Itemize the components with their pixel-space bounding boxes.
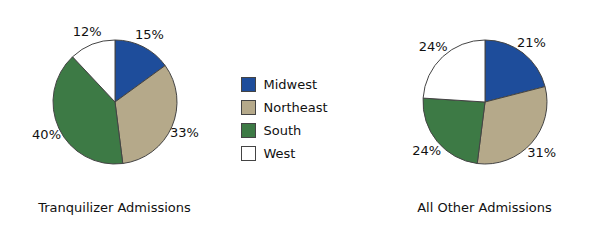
svg-text:33%: 33% (169, 125, 198, 140)
svg-text:21%: 21% (516, 35, 545, 50)
html-text:Midwest: Midwest (263, 77, 318, 92)
svg-text:12%: 12% (72, 24, 101, 39)
svg-text:24%: 24% (412, 143, 441, 158)
svg-text:24%: 24% (418, 39, 447, 54)
svg-text:15%: 15% (134, 27, 163, 42)
svg-text:40%: 40% (32, 127, 61, 142)
html-text:All Other Admissions: All Other Admissions (417, 200, 552, 215)
html-text:West: West (263, 146, 296, 161)
html-text:Northeast: Northeast (263, 100, 328, 115)
html-text:South: South (263, 123, 302, 138)
svg-text:31%: 31% (527, 145, 556, 160)
html-text:Tranquilizer Admissions: Tranquilizer Admissions (38, 200, 191, 215)
